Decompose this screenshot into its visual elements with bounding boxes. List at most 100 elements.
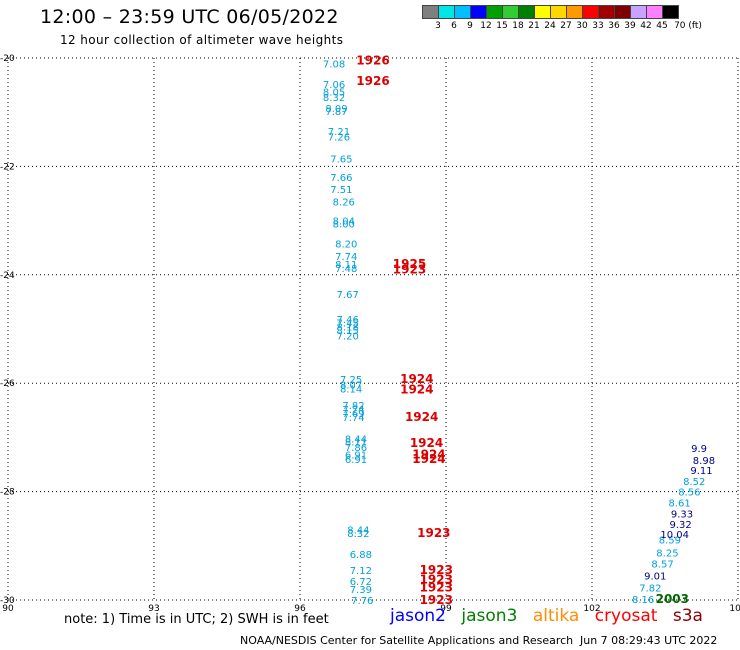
footer-timestamp: Jun 7 08:29:43 UTC 2022	[580, 634, 718, 647]
pass-label: 1923	[417, 526, 450, 540]
wave-height-label: 7.82	[342, 401, 364, 412]
legend-label: 15	[496, 21, 508, 31]
wave-height-label: 8.20	[335, 239, 357, 250]
x-tick-label: 90	[2, 604, 14, 614]
wave-height-label: 7.48	[335, 264, 357, 275]
legend-label: 9	[467, 21, 473, 31]
wave-height-label: 7.87	[325, 107, 347, 118]
wave-height-label: 8.59	[659, 535, 681, 546]
color-legend: 3 6 9 12 15 18 21 24 27 30 33 36 39 42 45 70 (ft)	[422, 5, 732, 33]
pass-label: 1923	[420, 563, 453, 577]
legend-label: 45	[656, 21, 668, 31]
wave-height-label: 7.21	[328, 127, 350, 138]
legend-label: 21	[528, 21, 540, 31]
wave-height-label: 6.88	[350, 550, 372, 561]
wave-height-label: 6.91	[345, 455, 367, 466]
wave-height-label: 8.44	[345, 434, 367, 445]
sat-jason2: jason2	[390, 606, 446, 626]
legend-label: 70 (ft)	[674, 21, 702, 31]
x-tick-label: 105	[729, 604, 740, 614]
legend-label: 30	[576, 21, 588, 31]
legend-label: 27	[560, 21, 572, 31]
wave-height-label: 9.9	[691, 444, 707, 455]
wave-height-label: 7.25	[340, 375, 362, 386]
sat-cryosat: cryosat	[594, 606, 658, 626]
legend-label: 36	[608, 21, 620, 31]
pass-label: 1924	[412, 448, 445, 462]
wave-height-label: 7.82	[639, 584, 661, 595]
wave-height-label: 7.06	[323, 80, 345, 91]
wave-height-label: 9.11	[690, 466, 712, 477]
wave-height-label: 9.01	[644, 572, 666, 583]
wave-height-label: 8.32	[347, 529, 369, 540]
wave-height-label: 7.51	[330, 185, 352, 196]
wave-height-label: 7.26	[328, 133, 350, 144]
wave-height-label: 7.67	[337, 290, 359, 301]
pass-label: 1924	[400, 383, 433, 397]
pass-label: 1924	[405, 410, 438, 424]
wave-height-label: 8.04	[333, 217, 355, 228]
legend-swatches	[422, 5, 732, 19]
wave-height-label: 8.05	[323, 88, 345, 99]
wave-height-label: 7.74	[342, 405, 364, 416]
wave-height-label: 7.65	[330, 154, 352, 165]
legend-label: 42	[640, 21, 652, 31]
wave-height-label: 8.09	[325, 104, 347, 115]
note-text: note: 1) Time is in UTC; 2) SWH is in fe…	[64, 612, 329, 627]
wave-height-label: 7.69	[342, 409, 364, 420]
satellite-key: jason2 jason3 altika cryosat s3a	[390, 606, 713, 626]
wave-height-label: 9.33	[671, 509, 693, 520]
sat-jason3: jason3	[461, 606, 518, 626]
legend-label: 33	[592, 21, 604, 31]
y-tick-label: -20	[0, 54, 15, 64]
wave-height-label: 8.61	[668, 498, 690, 509]
y-tick-label: -28	[0, 488, 15, 498]
pass-label: 1925	[393, 257, 426, 271]
sat-s3a: s3a	[672, 606, 703, 626]
wave-height-label: 8.32	[323, 93, 345, 104]
wave-height-label: 7.76	[351, 596, 373, 607]
wave-height-label: 8.11	[335, 260, 357, 271]
wave-height-label: 8.18	[337, 322, 359, 333]
sat-altika: altika	[532, 606, 580, 626]
wave-height-label: 8.56	[678, 488, 700, 499]
wave-height-label: 7.46	[337, 315, 359, 326]
legend-label: 18	[512, 21, 524, 31]
wave-height-label: 8.07	[340, 380, 362, 391]
pass-label: 1926	[356, 54, 389, 68]
wave-height-label: 7.45	[337, 318, 359, 329]
wave-height-label: 7.74	[342, 413, 364, 424]
wave-height-label: 8.26	[333, 198, 355, 209]
legend-label: 6	[451, 21, 457, 31]
pass-label: 1923	[393, 262, 426, 276]
y-tick-label: -22	[0, 162, 15, 172]
pass-label: 1923	[420, 593, 453, 607]
wave-height-label: 7.66	[330, 173, 352, 184]
footer-credit: NOAA/NESDIS Center for Satellite Applica…	[240, 634, 574, 647]
legend-swatch	[662, 5, 679, 19]
y-tick-label: -24	[0, 271, 15, 281]
pass-label: 2003	[656, 592, 689, 606]
pass-label: 1923	[420, 572, 453, 586]
y-tick-label: -30	[0, 596, 15, 606]
wave-height-label: 8.00	[333, 219, 355, 230]
wave-height-label: 7.12	[350, 566, 372, 577]
x-tick-label: 102	[583, 604, 600, 614]
wave-height-label: 10.04	[660, 530, 689, 541]
legend-label: 3	[435, 21, 441, 31]
x-tick-label: 96	[294, 604, 306, 614]
pass-label: 1924	[400, 372, 433, 386]
wave-height-label: 6.72	[350, 577, 372, 588]
legend-labels: 3 6 9 12 15 18 21 24 27 30 33 36 39 42 45 70 (ft)	[422, 19, 732, 33]
wave-height-label: 7.86	[345, 443, 367, 454]
chart-title: 12:00 – 23:59 UTC 06/05/2022	[40, 6, 339, 28]
legend-label: 24	[544, 21, 556, 31]
wave-height-label: 8.98	[693, 456, 715, 467]
x-tick-label: 93	[148, 604, 159, 614]
wave-height-label: 8.15	[337, 326, 359, 337]
pass-label: 1923	[420, 581, 453, 595]
pass-label: 1924	[410, 436, 443, 450]
legend-label: 39	[624, 21, 636, 31]
wave-height-label: 7.08	[323, 59, 345, 70]
